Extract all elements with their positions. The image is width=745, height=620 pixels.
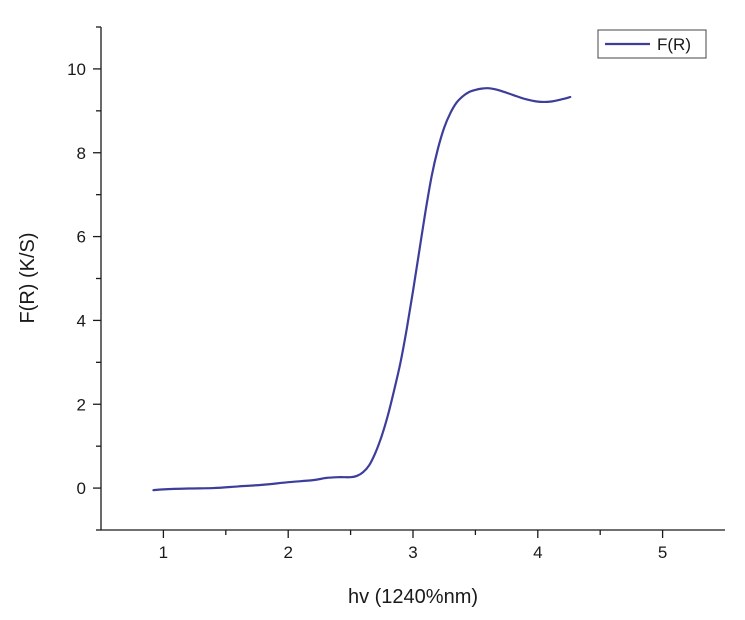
y-ticks (93, 26, 101, 531)
y-tick-label: 2 (77, 395, 86, 414)
y-tick-label: 10 (67, 60, 86, 79)
y-tick-label: 6 (77, 228, 86, 247)
y-tick-labels: 0 2 4 6 8 10 (67, 60, 86, 498)
y-axis: 0 2 4 6 8 10 F(R) (K/S) (17, 26, 102, 531)
x-axis: 1 2 3 4 5 hv (1240%nm) (101, 529, 725, 608)
x-tick-label: 3 (408, 543, 417, 562)
x-ticks (162, 530, 664, 538)
y-tick-label: 4 (77, 311, 86, 330)
y-axis-title: F(R) (K/S) (17, 232, 39, 323)
x-axis-title: hv (1240%nm) (348, 586, 478, 608)
x-tick-label: 2 (283, 543, 292, 562)
x-tick-label: 4 (533, 543, 542, 562)
legend-label-f-r: F(R) (657, 35, 691, 54)
plot-area (152, 87, 572, 492)
x-tick-label: 1 (159, 543, 168, 562)
y-tick-label: 8 (77, 144, 86, 163)
y-tick-label: 0 (77, 479, 86, 498)
legend: F(R) (597, 29, 707, 59)
x-tick-labels: 1 2 3 4 5 (159, 543, 668, 562)
series-line-f-r (152, 87, 572, 492)
x-tick-label: 5 (658, 543, 667, 562)
